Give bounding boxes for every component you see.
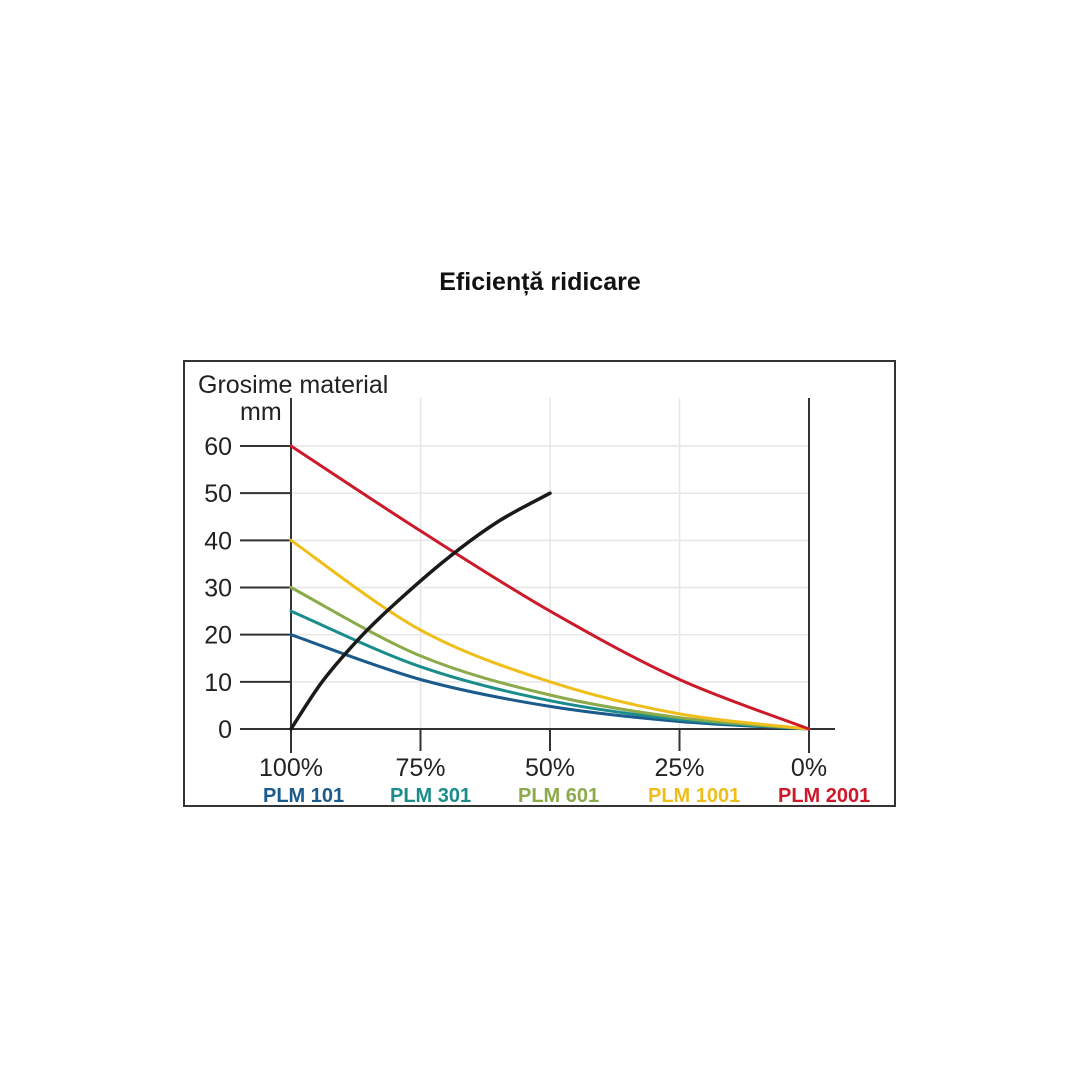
y-tick-label: 50: [204, 480, 232, 508]
y-tick-label: 0: [218, 716, 232, 744]
y-tick-label: 40: [204, 527, 232, 555]
y-tick-label: 20: [204, 622, 232, 650]
legend-entry: PLM 101: [263, 785, 344, 807]
legend: PLM 101 PLM 301 PLM 601 PLM 1001 PLM 2001: [263, 785, 870, 807]
x-tick-label: 100%: [259, 754, 323, 782]
series-layer: [289, 444, 811, 731]
legend-entry: PLM 2001: [778, 785, 870, 807]
legend-entry: PLM 601: [518, 785, 599, 807]
x-tick-label: 0%: [791, 754, 827, 782]
series-line-plm-1001: [289, 538, 811, 731]
boundary-curve: [289, 491, 552, 731]
y-axis-label-line1: Grosime material: [198, 371, 388, 399]
y-tick-label: 30: [204, 575, 232, 603]
x-tick-label: 25%: [654, 754, 704, 782]
series-line-plm-2001: [289, 444, 811, 731]
series-line-plm-601: [289, 586, 811, 731]
y-axis-label-line2: mm: [240, 398, 282, 426]
legend-entry: PLM 301: [390, 785, 471, 807]
x-tick-label: 50%: [525, 754, 575, 782]
legend-entry: PLM 1001: [648, 785, 740, 807]
y-tick-label: 10: [204, 669, 232, 697]
chart-frame: [183, 360, 896, 807]
x-tick-label: 75%: [395, 754, 445, 782]
chart-title: Eficiență ridicare: [439, 268, 641, 296]
grid-layer: [291, 398, 809, 729]
y-tick-labels: 0 10 20 30 40 50 60: [204, 433, 232, 744]
x-tick-labels: 100% 75% 50% 25% 0%: [259, 754, 827, 782]
y-tick-label: 60: [204, 433, 232, 461]
axis-layer: [240, 398, 835, 753]
